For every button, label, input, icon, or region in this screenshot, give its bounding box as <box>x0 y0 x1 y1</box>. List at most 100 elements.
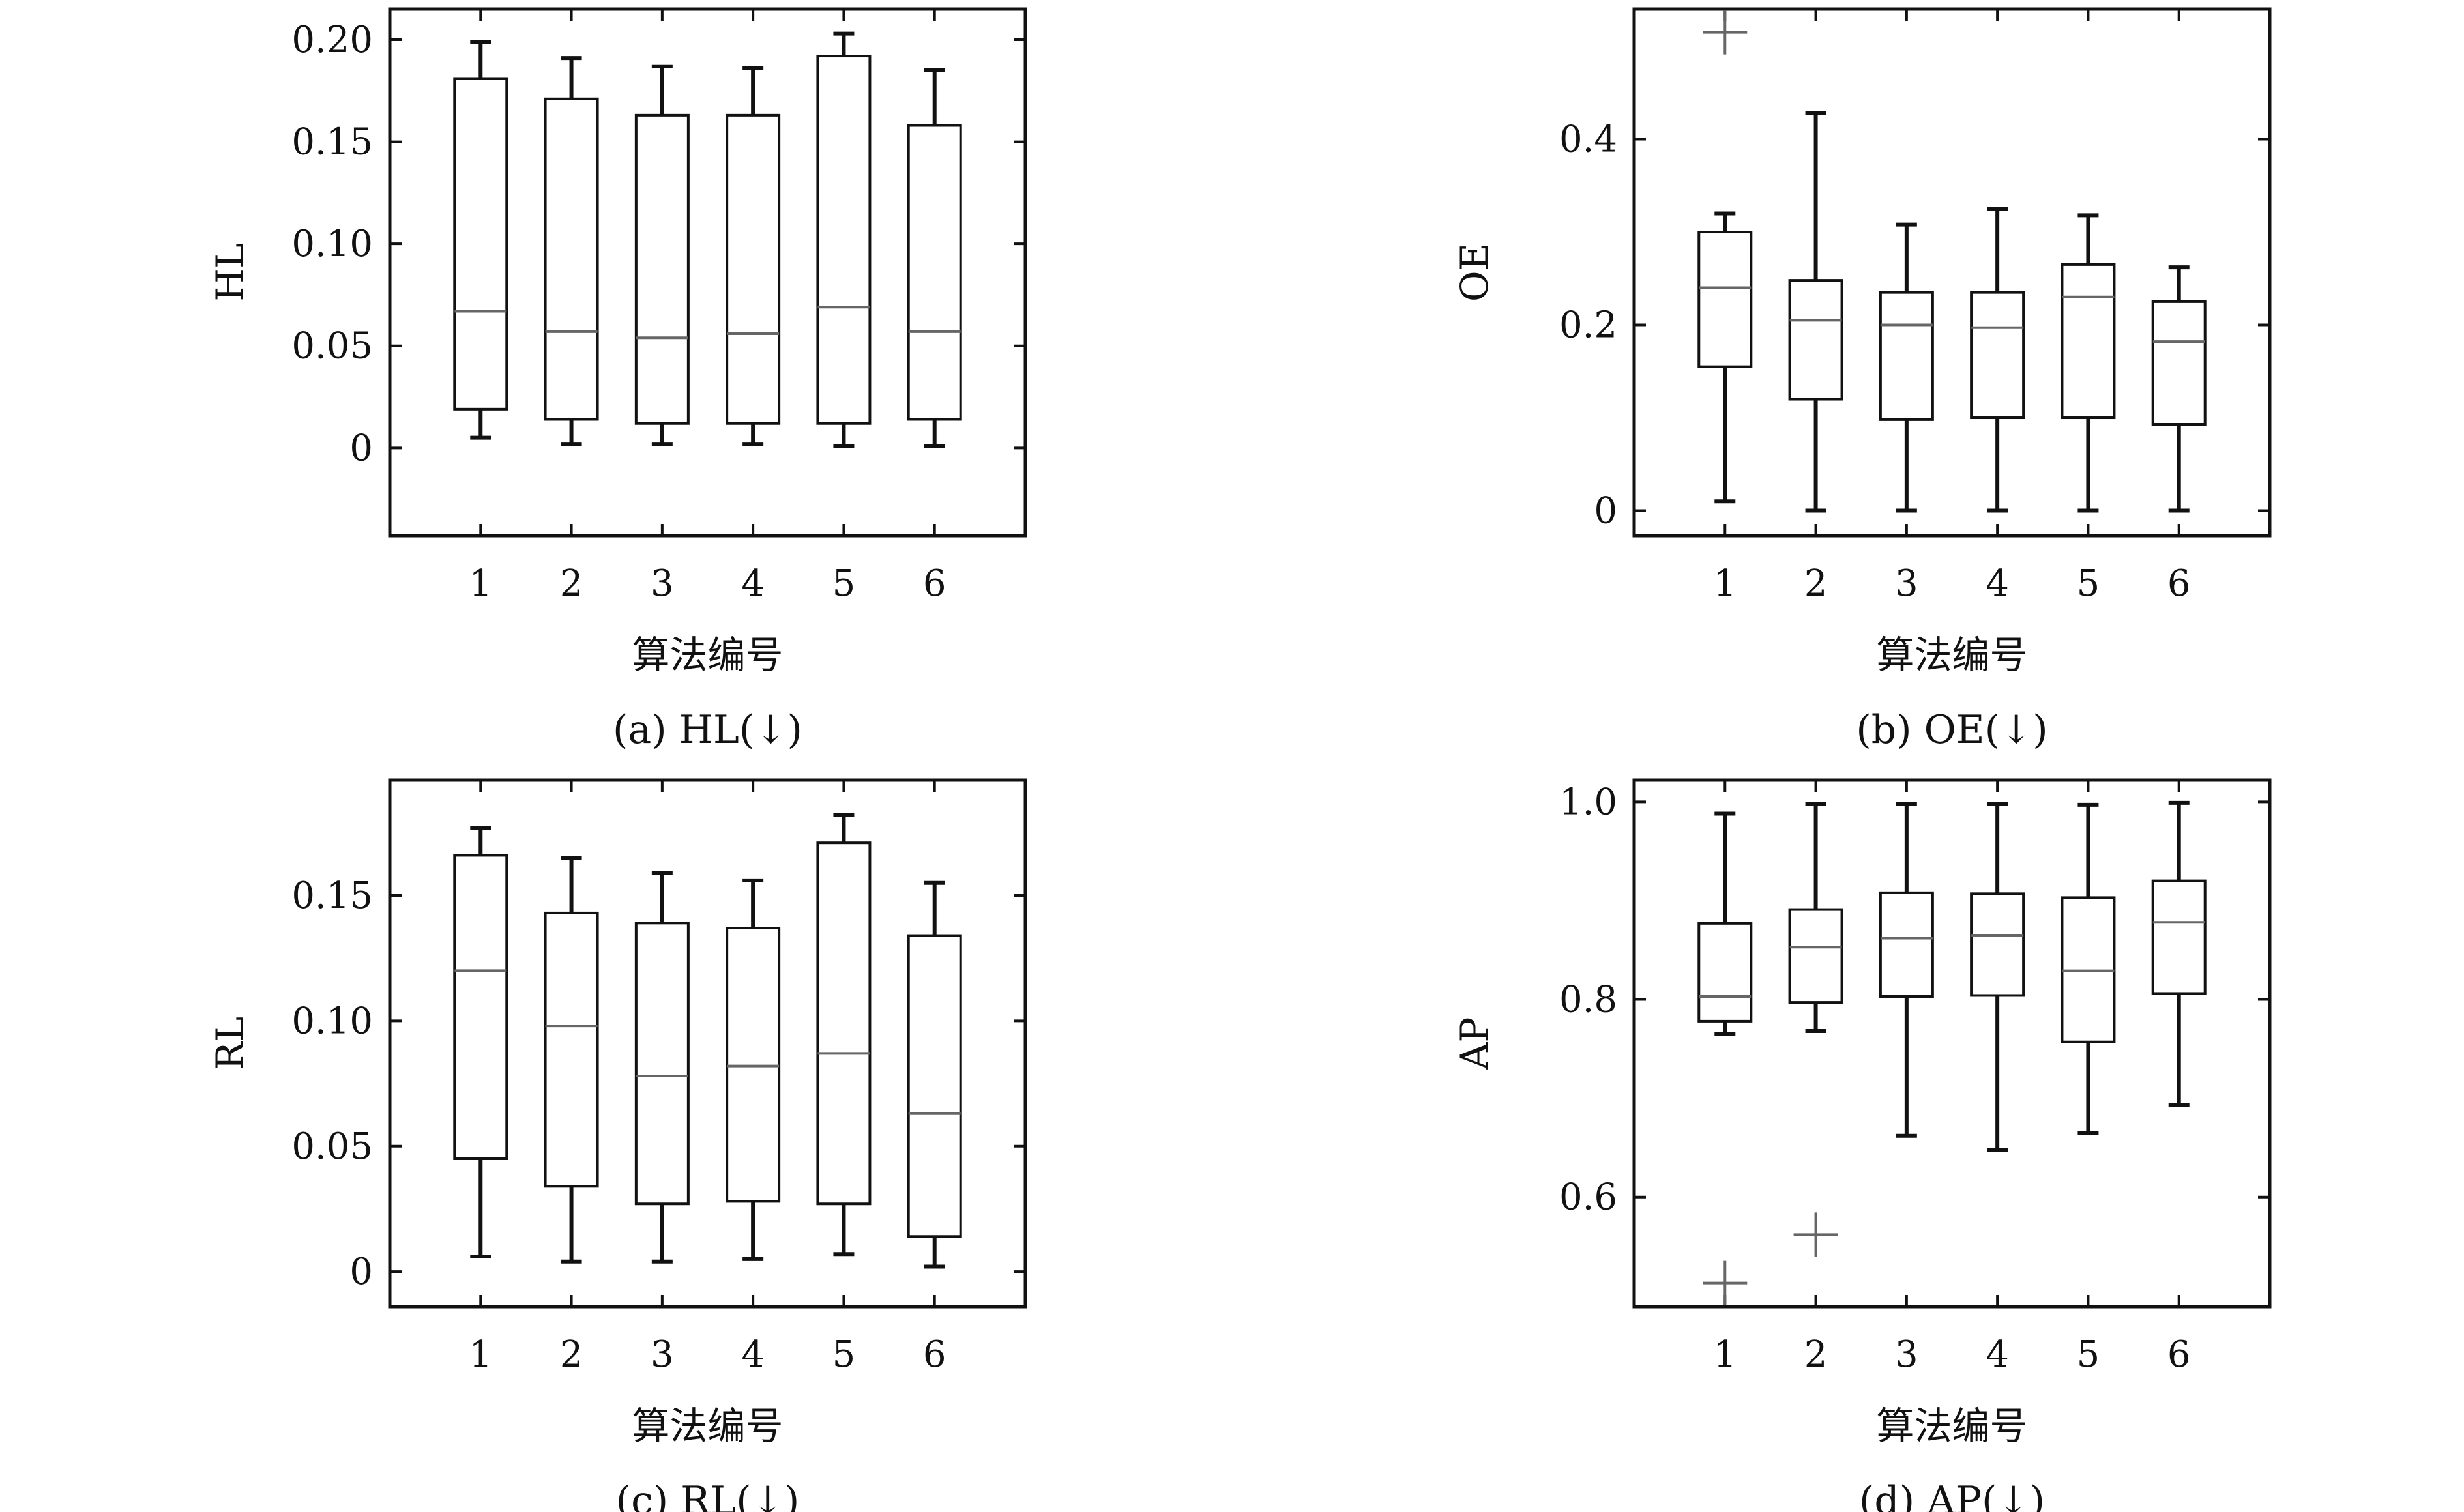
chart-panel-ap: 0.6 0.8 1.0 1 2 3 4 5 6 AP 算法编号 (d) AP(↓) <box>1452 778 2272 1512</box>
outlier-marker <box>1703 10 1748 55</box>
outlier-marker <box>1793 1212 1838 1257</box>
plot-frame <box>1632 778 2272 1309</box>
y-axis-label: AP <box>1452 1017 1497 1071</box>
y-tick-label: 0.15 <box>291 121 373 164</box>
box-1 <box>1697 811 1753 1305</box>
box-5 <box>2061 802 2116 1135</box>
box-body <box>453 854 508 1160</box>
plot-frame <box>1632 7 2272 538</box>
outlier-marker <box>1703 1260 1748 1305</box>
y-tick-label: 0.20 <box>291 19 373 61</box>
chart-panel-oe: 0 0.2 0.4 1 2 3 4 5 6 OE 算法编号 (b) OE(↓) <box>1452 7 2272 753</box>
box-4 <box>726 66 781 446</box>
box-2 <box>544 56 599 446</box>
x-tick-label: 2 <box>560 562 583 605</box>
box-body <box>1970 892 2025 997</box>
y-axis-label: RL <box>208 1017 252 1070</box>
x-axis-label: 算法编号 <box>1876 633 2027 677</box>
y-tick-label: 0.4 <box>1559 119 1617 161</box>
box-5 <box>816 31 872 448</box>
box-5 <box>2061 213 2116 513</box>
x-tick-label: 4 <box>1986 562 2009 605</box>
panel-caption: (c) RL(↓) <box>616 1478 800 1512</box>
x-tick-label: 4 <box>1986 1333 2009 1376</box>
x-axis-label: 算法编号 <box>632 1404 783 1448</box>
box-1 <box>1697 10 1753 504</box>
box-body <box>544 911 599 1188</box>
box-2 <box>1788 802 1843 1257</box>
y-tick-label: 0 <box>349 427 373 469</box>
x-tick-label: 1 <box>469 562 492 605</box>
x-tick-label: 6 <box>2167 1333 2191 1376</box>
box-body <box>816 841 872 1206</box>
box-6 <box>2151 265 2207 513</box>
box-3 <box>1879 802 1934 1138</box>
box-3 <box>634 871 690 1264</box>
y-tick-label: 0.05 <box>291 325 373 368</box>
x-tick-label: 3 <box>1895 562 1918 605</box>
x-tick-label: 1 <box>469 1333 492 1376</box>
box-4 <box>1970 802 2025 1152</box>
box-body <box>2061 263 2116 420</box>
x-tick-label: 1 <box>1713 1333 1737 1376</box>
box-body <box>1697 231 1753 368</box>
box-body <box>1788 279 1843 401</box>
box-5 <box>816 813 872 1257</box>
box-body <box>907 934 962 1238</box>
chart-panel-rl: 0 0.05 0.10 0.15 1 2 3 4 5 6 RL 算法编号 (c) RL(↓) <box>208 778 1027 1512</box>
x-tick-label: 3 <box>1895 1333 1918 1376</box>
y-tick-label: 1.0 <box>1559 781 1617 823</box>
box-body <box>2151 879 2207 995</box>
x-tick-label: 6 <box>923 562 946 605</box>
plot-frame <box>388 7 1027 538</box>
x-tick-label: 3 <box>651 562 674 605</box>
y-axis-label: OE <box>1452 243 1497 302</box>
x-tick-label: 5 <box>832 1333 856 1376</box>
x-axis-label: 算法编号 <box>1876 1404 2027 1448</box>
box-body <box>1788 908 1843 1004</box>
y-tick-label: 0 <box>1594 490 1617 532</box>
y-tick-label: 0.10 <box>291 223 373 265</box>
box-4 <box>1970 207 2025 513</box>
box-6 <box>2151 800 2207 1107</box>
x-tick-label: 5 <box>2077 1333 2100 1376</box>
panel-caption: (a) HL(↓) <box>613 707 802 753</box>
box-2 <box>1788 111 1843 513</box>
box-6 <box>907 880 962 1269</box>
y-tick-label: 0.15 <box>291 875 373 917</box>
box-body <box>1697 922 1753 1023</box>
box-body <box>453 77 508 411</box>
box-body <box>2151 300 2207 426</box>
x-tick-label: 6 <box>923 1333 946 1376</box>
box-body <box>816 55 872 425</box>
chart-panel-hl: 0 0.05 0.10 0.15 0.20 1 2 3 4 5 6 HL 算法编号 (a) HL(↓) <box>208 7 1027 753</box>
box-3 <box>1879 222 1934 513</box>
y-tick-label: 0.05 <box>291 1126 373 1168</box>
y-tick-label: 0.2 <box>1559 304 1617 347</box>
box-3 <box>634 64 690 446</box>
box-body <box>1879 891 1934 998</box>
panel-caption: (d) AP(↓) <box>1859 1478 2045 1512</box>
box-body <box>544 97 599 421</box>
box-body <box>634 113 690 425</box>
box-body <box>634 922 690 1206</box>
box-4 <box>726 878 781 1261</box>
y-tick-label: 0.10 <box>291 1000 373 1042</box>
plot-frame <box>388 778 1027 1309</box>
box-1 <box>453 826 508 1259</box>
box-6 <box>907 68 962 448</box>
x-tick-label: 3 <box>651 1333 674 1376</box>
box-body <box>1879 291 1934 421</box>
box-body <box>726 113 781 425</box>
x-tick-label: 5 <box>832 562 856 605</box>
x-tick-label: 5 <box>2077 562 2100 605</box>
x-tick-label: 4 <box>741 562 765 605</box>
x-tick-label: 2 <box>1804 562 1828 605</box>
panel-caption: (b) OE(↓) <box>1856 707 2047 753</box>
y-tick-label: 0 <box>349 1251 373 1293</box>
x-tick-label: 2 <box>1804 1333 1828 1376</box>
y-tick-label: 0.8 <box>1559 979 1617 1021</box>
box-body <box>1970 291 2025 420</box>
y-tick-label: 0.6 <box>1559 1176 1617 1219</box>
